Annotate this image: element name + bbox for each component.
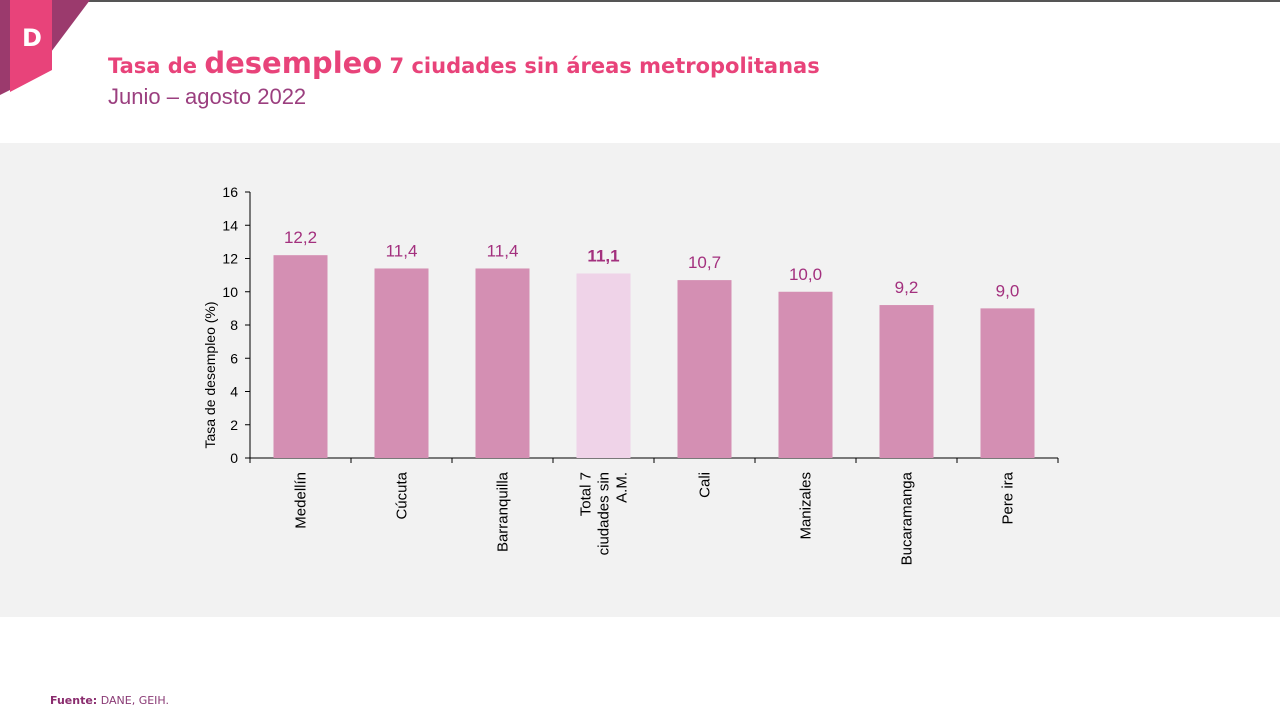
x-tick-label: Medellín	[293, 472, 310, 529]
data-label: 10,0	[789, 265, 822, 284]
data-label: 10,7	[688, 253, 721, 272]
bar-medell-n	[273, 255, 328, 458]
bar-manizales	[778, 291, 833, 458]
y-tick-label: 14	[222, 217, 238, 233]
page-title: Tasa de desempleo 7 ciudades sin áreas m…	[108, 46, 820, 80]
x-tick-label: A.M.	[614, 472, 631, 503]
x-tick-label: Cali	[697, 472, 714, 498]
data-label: 12,2	[284, 228, 317, 247]
x-tick-label: Pere ira	[1000, 471, 1017, 524]
bar-pereira	[980, 308, 1035, 458]
data-label: 11,4	[386, 241, 418, 260]
y-tick-label: 0	[230, 450, 238, 466]
data-label: 9,2	[895, 278, 919, 297]
bar-cali	[677, 280, 732, 458]
x-tick-label: Manizales	[798, 472, 815, 540]
x-tick-label: Barranquilla	[495, 471, 512, 552]
y-tick-label: 2	[230, 417, 238, 433]
chart-panel	[0, 143, 1280, 617]
x-tick-label: Cúcuta	[394, 471, 411, 519]
y-axis-label: Tasa de desempleo (%)	[202, 301, 218, 448]
source-note: Fuente: DANE, GEIH.	[50, 694, 169, 707]
bar-total-7-ciudades-sin-a-m-	[576, 273, 631, 458]
y-tick-label: 16	[222, 184, 238, 200]
dane-logo: D	[0, 0, 90, 95]
x-tick-label: Total 7	[578, 472, 595, 516]
y-tick-label: 4	[230, 384, 238, 400]
y-tick-label: 8	[230, 317, 238, 333]
bar-c-cuta	[374, 268, 429, 458]
y-tick-label: 12	[222, 251, 238, 267]
x-tick-label: ciudades sin	[596, 472, 613, 555]
y-tick-label: 10	[222, 284, 238, 300]
data-label: 11,1	[587, 246, 619, 265]
top-border	[0, 0, 1280, 2]
bar-barranquilla	[475, 268, 530, 458]
page-subtitle: Junio – agosto 2022	[108, 84, 307, 109]
bar-bucaramanga	[879, 305, 934, 458]
y-tick-label: 6	[230, 350, 238, 366]
data-label: 9,0	[996, 281, 1020, 300]
data-label: 11,4	[487, 241, 519, 260]
svg-text:D: D	[22, 24, 42, 52]
x-tick-label: Bucaramanga	[899, 471, 916, 565]
